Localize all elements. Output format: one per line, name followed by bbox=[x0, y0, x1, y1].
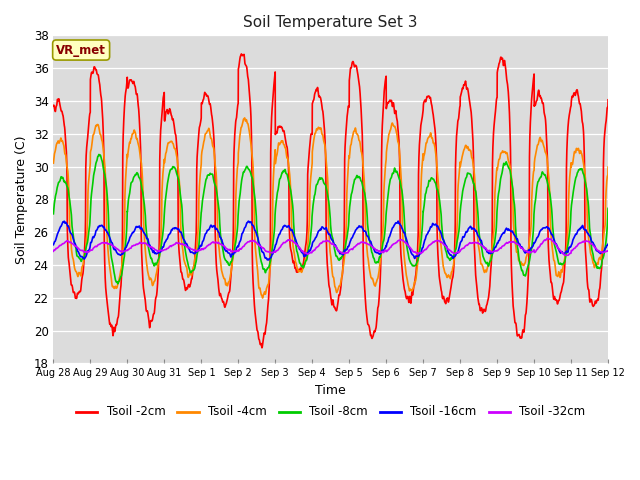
Line: Tsoil -2cm: Tsoil -2cm bbox=[53, 54, 608, 348]
Tsoil -2cm bbox=[604, 97, 612, 103]
Tsoil -8cm bbox=[310, 193, 318, 199]
Tsoil -32cm bbox=[604, 248, 612, 254]
Tsoil -2cm bbox=[237, 51, 245, 57]
Tsoil -2cm bbox=[149, 313, 157, 319]
Tsoil -8cm bbox=[95, 152, 102, 157]
Tsoil -16cm bbox=[49, 242, 57, 248]
Tsoil -32cm bbox=[424, 243, 432, 249]
Tsoil -2cm bbox=[487, 268, 495, 274]
X-axis label: Time: Time bbox=[316, 384, 346, 397]
Tsoil -16cm bbox=[604, 241, 612, 247]
Tsoil -4cm bbox=[241, 115, 248, 121]
Tsoil -8cm bbox=[487, 258, 495, 264]
Tsoil -16cm bbox=[310, 238, 318, 243]
Tsoil -2cm bbox=[258, 345, 266, 351]
Tsoil -2cm bbox=[604, 105, 611, 110]
Title: Soil Temperature Set 3: Soil Temperature Set 3 bbox=[243, 15, 418, 30]
Tsoil -2cm bbox=[49, 103, 57, 109]
Tsoil -16cm bbox=[149, 250, 157, 255]
Tsoil -2cm bbox=[310, 94, 318, 100]
Tsoil -32cm bbox=[604, 248, 611, 254]
Tsoil -16cm bbox=[425, 228, 433, 234]
Tsoil -16cm bbox=[456, 244, 463, 250]
Tsoil -32cm bbox=[563, 252, 571, 258]
Tsoil -2cm bbox=[425, 93, 433, 99]
Text: VR_met: VR_met bbox=[56, 44, 106, 57]
Tsoil -8cm bbox=[604, 205, 612, 211]
Tsoil -8cm bbox=[425, 180, 433, 185]
Line: Tsoil -8cm: Tsoil -8cm bbox=[53, 155, 608, 284]
Tsoil -16cm bbox=[265, 257, 273, 263]
Line: Tsoil -16cm: Tsoil -16cm bbox=[53, 221, 608, 260]
Tsoil -4cm bbox=[425, 135, 433, 141]
Line: Tsoil -32cm: Tsoil -32cm bbox=[53, 238, 608, 255]
Tsoil -8cm bbox=[604, 218, 611, 224]
Tsoil -8cm bbox=[456, 225, 463, 231]
Legend: Tsoil -2cm, Tsoil -4cm, Tsoil -8cm, Tsoil -16cm, Tsoil -32cm: Tsoil -2cm, Tsoil -4cm, Tsoil -8cm, Tsoi… bbox=[72, 401, 590, 423]
Tsoil -32cm bbox=[543, 235, 551, 241]
Tsoil -4cm bbox=[604, 164, 612, 170]
Line: Tsoil -4cm: Tsoil -4cm bbox=[53, 118, 608, 298]
Tsoil -4cm bbox=[456, 170, 463, 176]
Tsoil -16cm bbox=[394, 218, 402, 224]
Tsoil -32cm bbox=[310, 247, 318, 253]
Tsoil -2cm bbox=[456, 109, 463, 115]
Tsoil -16cm bbox=[487, 251, 495, 256]
Tsoil -32cm bbox=[149, 246, 157, 252]
Tsoil -32cm bbox=[49, 248, 57, 254]
Y-axis label: Soil Temperature (C): Soil Temperature (C) bbox=[15, 135, 28, 264]
Tsoil -16cm bbox=[604, 242, 611, 248]
Tsoil -4cm bbox=[310, 134, 318, 140]
Tsoil -4cm bbox=[259, 295, 266, 301]
Tsoil -32cm bbox=[486, 249, 494, 254]
Tsoil -4cm bbox=[149, 282, 157, 288]
Tsoil -8cm bbox=[114, 281, 122, 287]
Tsoil -4cm bbox=[487, 253, 495, 259]
Tsoil -8cm bbox=[49, 211, 57, 217]
Tsoil -4cm bbox=[604, 173, 611, 179]
Tsoil -4cm bbox=[49, 160, 57, 166]
Tsoil -8cm bbox=[150, 261, 157, 266]
Tsoil -32cm bbox=[455, 250, 463, 255]
